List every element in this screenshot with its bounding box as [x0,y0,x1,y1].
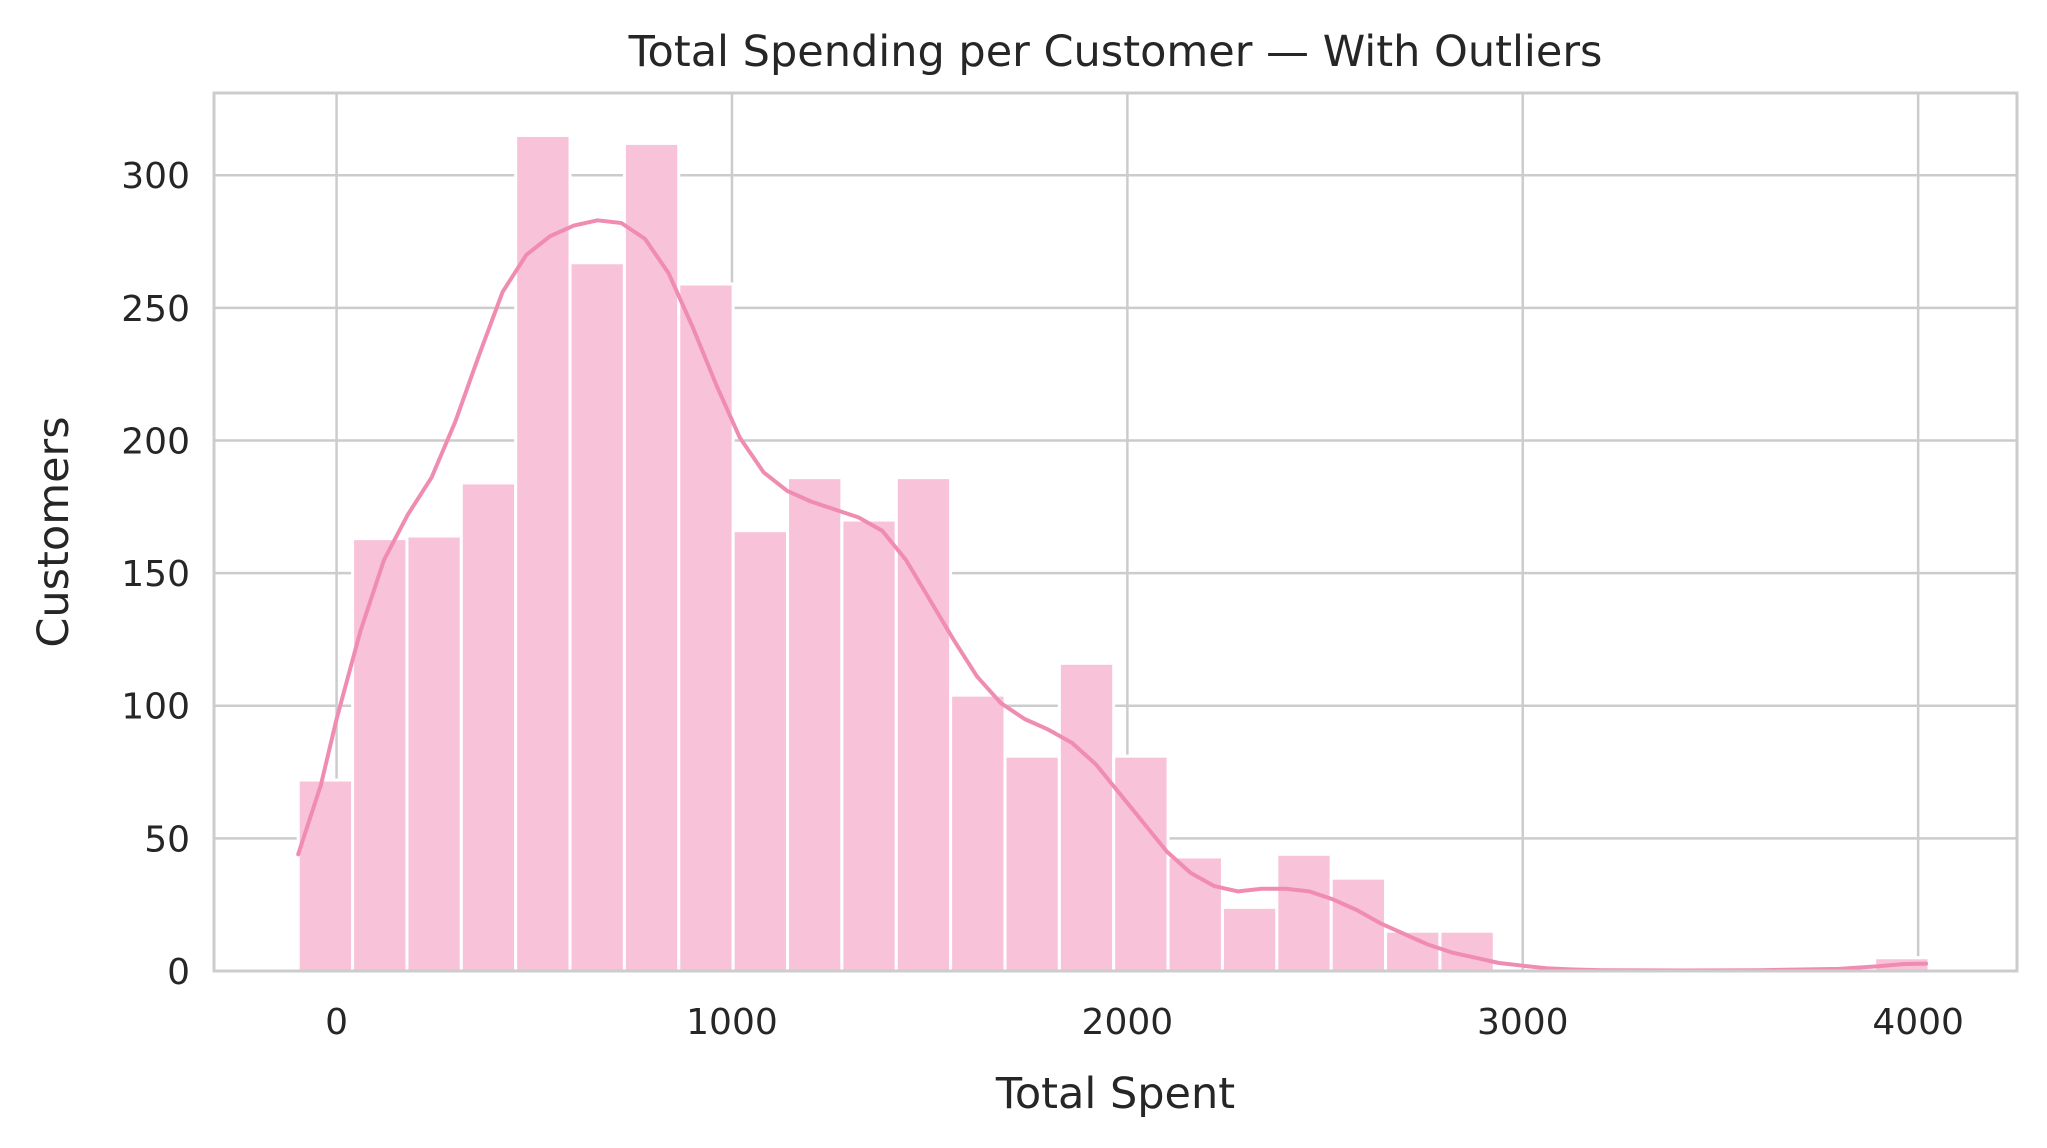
y-tick-label: 0 [167,952,190,993]
histogram-bar [949,693,1007,973]
plot-frame [212,91,2019,973]
x-tick-label: 4000 [1872,1002,1964,1043]
x-tick-label: 0 [325,1002,348,1043]
histogram-bar [514,133,572,973]
histogram-bar [405,534,463,973]
histogram-bar [296,778,355,973]
histogram-bar [731,529,790,973]
histogram-bar [786,476,844,973]
histogram-bar [1112,754,1170,973]
y-tick-label: 50 [144,819,190,860]
y-tick-label: 150 [121,554,190,595]
histogram-bar [622,141,681,973]
y-tick-label: 100 [121,687,190,728]
x-tick-labels: 0 1000 2000 3000 4000 [325,1002,1964,1043]
x-axis-label: Total Spent [995,1069,1235,1119]
y-tick-label: 300 [121,156,190,197]
x-tick-label: 3000 [1477,1002,1569,1043]
chart-title: Total Spending per Customer — With Outli… [628,27,1603,77]
histogram-bar [351,537,409,973]
histogram-bar [677,282,735,973]
y-axis-label: Customers [29,416,79,647]
x-tick-label: 2000 [1082,1002,1174,1043]
histogram-bar [894,476,953,973]
x-tick-label: 1000 [686,1002,778,1043]
y-tick-label: 250 [121,289,190,330]
kde-curve [296,218,1929,973]
histogram-bar [1329,876,1388,973]
y-tick-labels: 0 50 100 150 200 250 300 [121,156,190,993]
histogram-bar [1057,661,1116,973]
histogram-bar [1275,852,1333,973]
histogram-bar [1220,905,1279,973]
histogram-bar [568,261,626,973]
histogram-bars [296,133,1931,973]
histogram-bar [1003,754,1061,973]
histogram-bar [840,518,898,973]
y-tick-label: 200 [121,421,190,462]
histogram-bar [459,481,518,973]
